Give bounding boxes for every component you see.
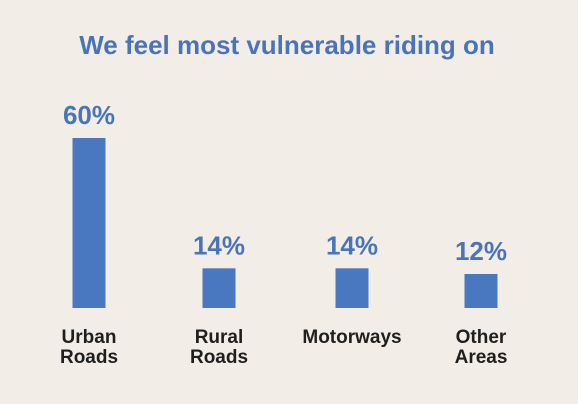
bar <box>72 138 106 308</box>
bar <box>335 268 369 308</box>
value-label: 60% <box>63 100 115 130</box>
bar <box>202 268 236 308</box>
value-label: 12% <box>455 236 507 266</box>
chart-title: We feel most vulnerable riding on <box>79 30 495 60</box>
value-label: 14% <box>326 230 378 260</box>
value-label: 14% <box>193 230 245 260</box>
category-label: Rural Roads <box>189 327 249 368</box>
category-label: Other Areas <box>454 327 508 368</box>
category-label: Motorways <box>302 327 402 348</box>
bar <box>464 274 498 308</box>
category-label: Urban Roads <box>59 327 119 368</box>
